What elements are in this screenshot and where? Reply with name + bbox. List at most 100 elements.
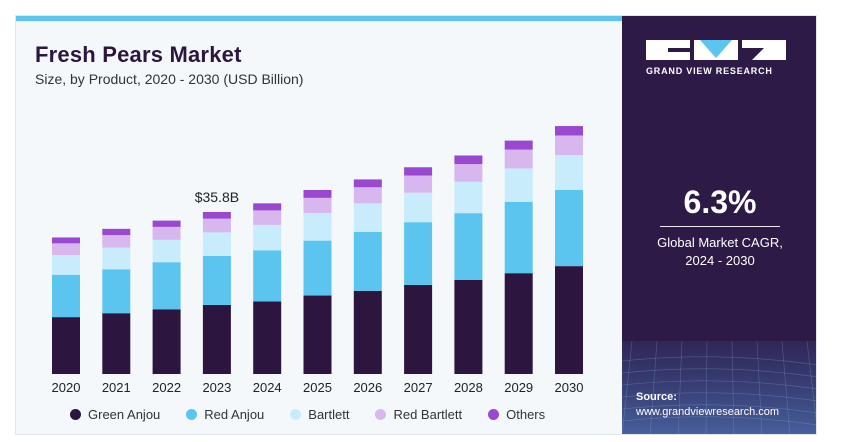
legend-item-bartlett: Bartlett	[290, 407, 349, 422]
bar-segment-2022-others	[152, 220, 181, 227]
legend-swatch-bartlett	[290, 409, 302, 420]
brand-name: GRAND VIEW RESEARCH	[646, 66, 773, 76]
data-label-2023: $35.8B	[195, 189, 239, 205]
source-note: Source: www.grandviewresearch.com	[636, 390, 779, 420]
bar-segment-2023-red-anjou	[202, 255, 231, 305]
legend-label-others: Others	[506, 407, 546, 422]
bar-segment-2029-red-anjou	[504, 201, 533, 274]
cagr-label-line1: Global Market CAGR,	[657, 235, 783, 250]
infographic-card: Fresh Pears Market Size, by Product, 202…	[15, 15, 817, 435]
legend-swatch-red-bartlett	[375, 409, 387, 420]
legend-item-green-anjou: Green Anjou	[70, 407, 160, 422]
legend-swatch-others	[488, 409, 500, 420]
cagr-value: 6.3%	[683, 184, 757, 220]
bar-segment-2030-red-bartlett	[555, 135, 583, 156]
legend-label-green-anjou: Green Anjou	[88, 407, 161, 422]
x-tick-label-2029: 2029	[504, 380, 533, 395]
bar-segment-2024-red-anjou	[253, 250, 282, 302]
bar-segment-2025-others	[303, 190, 332, 198]
bar-segment-2023-red-bartlett	[202, 218, 231, 233]
x-tick-label-2026: 2026	[353, 380, 382, 395]
grand-view-research-logo: GRAND VIEW RESEARCH	[646, 40, 796, 76]
x-tick-label-2020: 2020	[52, 380, 81, 395]
bar-segment-2022-bartlett	[152, 239, 181, 263]
chart-legend: Green Anjou Red Anjou Bartlett Red Bartlett…	[70, 407, 545, 422]
bar-segment-2029-others	[504, 140, 533, 150]
bar-segment-2021-bartlett	[102, 247, 131, 270]
bar-segment-2027-green-anjou	[404, 284, 433, 374]
bar-segment-2025-red-anjou	[303, 240, 332, 296]
logo-block-right-icon	[742, 40, 786, 60]
bar-segment-2023-bartlett	[202, 232, 231, 256]
bar-segment-2020-bartlett	[52, 255, 80, 275]
legend-swatch-red-anjou	[186, 409, 198, 420]
bar-segment-2030-red-anjou	[555, 190, 583, 267]
x-tick-label-2030: 2030	[555, 380, 584, 395]
bar-segment-2025-green-anjou	[303, 295, 332, 374]
bar-segment-2025-bartlett	[303, 213, 332, 241]
bar-segment-2020-others	[52, 237, 80, 244]
bar-segment-2030-others	[555, 126, 583, 136]
bar-segment-2023-green-anjou	[202, 304, 231, 374]
bar-segment-2022-red-bartlett	[152, 226, 181, 240]
legend-item-red-anjou: Red Anjou	[186, 407, 264, 422]
x-tick-label-2025: 2025	[303, 380, 332, 395]
bar-segment-2028-green-anjou	[454, 279, 483, 374]
bar-segment-2028-others	[454, 155, 483, 165]
cagr-label-line2: 2024 - 2030	[685, 253, 755, 268]
bar-segment-2026-red-anjou	[353, 231, 382, 291]
bar-segment-2024-red-bartlett	[253, 210, 282, 225]
side-panel: GRAND VIEW RESEARCH 6.3% Global Market C…	[622, 16, 816, 434]
cagr-label: Global Market CAGR, 2024 - 2030	[622, 234, 816, 270]
bar-segment-2027-red-bartlett	[404, 175, 433, 193]
chart-title: Fresh Pears Market	[35, 42, 242, 67]
bar-segment-2028-red-bartlett	[454, 164, 483, 182]
bar-segment-2022-red-anjou	[152, 262, 181, 310]
source-label: Source:	[636, 391, 677, 403]
bar-segment-2021-others	[102, 228, 131, 236]
stacked-bar-chart: 2020 2021 2022 2023 $35.8B 2024 2025 2026 2027 20…	[52, 126, 584, 395]
chart-panel: Fresh Pears Market Size, by Product, 202…	[16, 21, 622, 434]
bar-segment-2029-bartlett	[504, 168, 533, 202]
bar-segment-2029-green-anjou	[504, 273, 533, 374]
bar-segment-2022-green-anjou	[152, 309, 181, 374]
bar-segment-2024-green-anjou	[253, 301, 282, 374]
bar-segment-2030-green-anjou	[555, 266, 583, 374]
x-tick-label-2028: 2028	[454, 380, 483, 395]
bar-segment-2030-bartlett	[555, 155, 583, 191]
x-tick-label-2024: 2024	[253, 380, 282, 395]
bar-segment-2026-red-bartlett	[353, 187, 382, 204]
bar-segment-2024-others	[253, 203, 282, 211]
bar-segment-2029-red-bartlett	[504, 149, 533, 169]
bar-segment-2026-green-anjou	[353, 290, 382, 374]
bar-segment-2026-others	[353, 179, 382, 188]
bar-segment-2021-red-bartlett	[102, 235, 131, 248]
bar-segment-2024-bartlett	[253, 224, 282, 251]
bar-segment-2027-others	[404, 167, 433, 176]
bar-segment-2021-green-anjou	[102, 313, 131, 374]
bar-segment-2028-bartlett	[454, 181, 483, 214]
chart-subtitle: Size, by Product, 2020 - 2030 (USD Billi…	[35, 71, 304, 87]
source-link[interactable]: www.grandviewresearch.com	[636, 406, 780, 418]
legend-label-red-anjou: Red Anjou	[204, 407, 265, 422]
top-accent-bar	[16, 16, 622, 21]
logo-triangle-icon	[694, 40, 738, 60]
legend-item-red-bartlett: Red Bartlett	[375, 407, 462, 422]
bar-segment-2023-others	[202, 211, 231, 219]
bar-segment-2021-red-anjou	[102, 269, 131, 314]
bar-segment-2028-red-anjou	[454, 213, 483, 280]
x-tick-label-2022: 2022	[152, 380, 181, 395]
x-tick-label-2023: 2023	[202, 380, 231, 395]
bar-segment-2027-bartlett	[404, 192, 433, 223]
legend-label-red-bartlett: Red Bartlett	[393, 407, 463, 422]
legend-swatch-green-anjou	[70, 409, 81, 420]
bar-segment-2020-green-anjou	[52, 317, 80, 374]
bar-segment-2026-bartlett	[353, 203, 382, 232]
logo-block-left-icon	[646, 40, 690, 60]
legend-item-others: Others	[488, 407, 545, 422]
bar-segment-2020-red-bartlett	[52, 243, 80, 256]
logo-mark	[646, 40, 796, 60]
mesh-wave-graphic	[622, 341, 816, 434]
cagr-divider	[660, 226, 780, 227]
bar-segment-2020-red-anjou	[52, 274, 80, 318]
